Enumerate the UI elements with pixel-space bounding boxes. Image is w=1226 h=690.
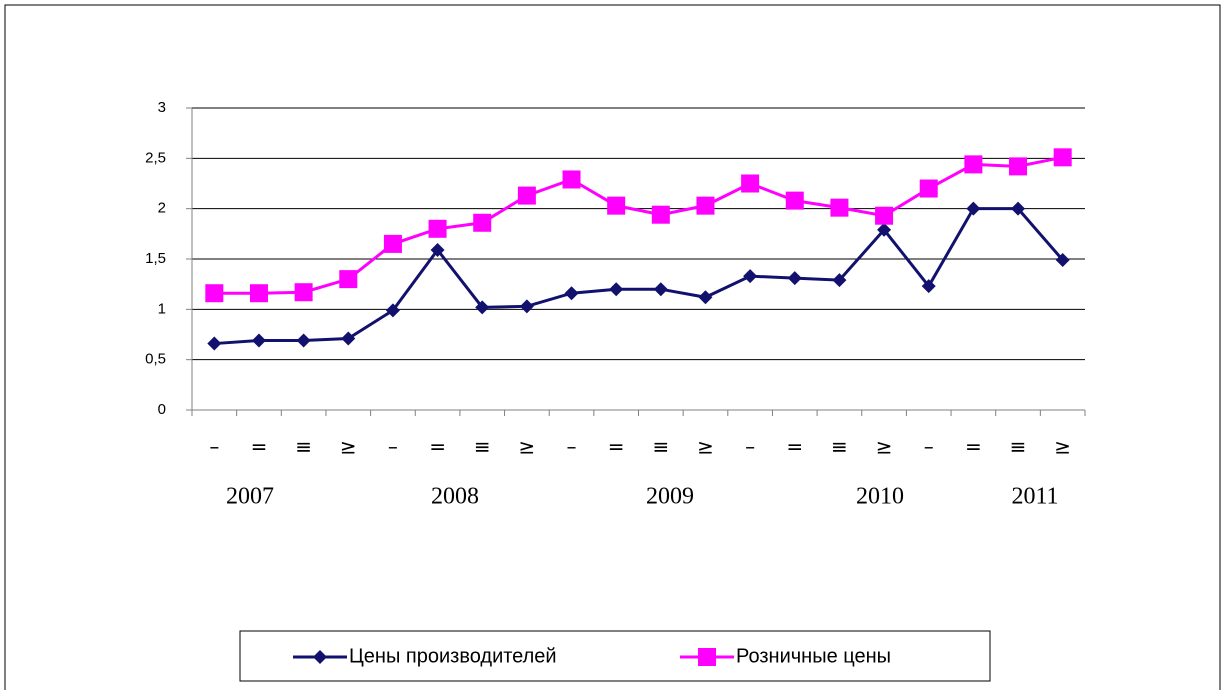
legend-label: Розничные цены (736, 645, 891, 667)
marker (475, 300, 490, 315)
x-tick-label: ≡ (652, 435, 669, 459)
marker (207, 336, 222, 351)
marker (743, 269, 758, 284)
x-tick-label: ≡ (831, 435, 848, 459)
year-label: 2010 (856, 484, 904, 510)
marker (875, 206, 894, 225)
marker (519, 299, 534, 314)
marker (966, 201, 981, 216)
marker (430, 242, 445, 257)
marker (205, 284, 224, 303)
marker (341, 331, 356, 346)
y-tick-label: 0 (158, 401, 166, 418)
legend-box (239, 630, 991, 682)
marker (919, 179, 938, 198)
year-label: 2011 (1011, 484, 1058, 510)
x-tick-label: ≡ (295, 435, 312, 459)
series-line (214, 207, 1064, 346)
marker (607, 196, 626, 215)
marker (877, 222, 892, 237)
marker (832, 273, 847, 288)
marker (294, 283, 313, 302)
x-tick-label: – (745, 435, 755, 459)
y-tick-label: 1 (158, 300, 166, 317)
x-tick-label: – (924, 435, 934, 459)
frame (4, 4, 1221, 690)
x-tick-label: = (251, 435, 268, 459)
year-label: 2009 (646, 484, 694, 510)
marker (383, 234, 402, 253)
marker (741, 174, 760, 193)
y-tick-label: 2 (158, 200, 166, 217)
x-tick-label: = (965, 435, 982, 459)
x-tick-label: = (429, 435, 446, 459)
marker (517, 186, 536, 205)
marker (251, 333, 266, 348)
marker (1011, 201, 1026, 216)
x-tick-label: = (608, 435, 625, 459)
marker (1009, 157, 1028, 176)
marker (653, 282, 668, 297)
year-label: 2008 (431, 484, 479, 510)
marker (921, 279, 936, 294)
marker (473, 213, 492, 232)
y-tick-label: 0,5 (145, 351, 166, 368)
marker (249, 284, 268, 303)
x-tick-label: ≥ (340, 435, 357, 459)
legend-label: Цены производителей (349, 645, 557, 667)
y-tick-label: 2,5 (145, 149, 166, 166)
marker (698, 290, 713, 305)
marker (1055, 253, 1070, 268)
year-label: 2007 (226, 484, 274, 510)
legend-marker (698, 648, 716, 666)
y-tick-label: 3 (158, 99, 166, 116)
x-tick-label: ≥ (518, 435, 535, 459)
marker (696, 196, 715, 215)
marker (651, 205, 670, 224)
x-tick-label: – (567, 435, 577, 459)
marker (609, 282, 624, 297)
x-tick-label: ≥ (1054, 435, 1071, 459)
x-tick-label: ≡ (1010, 435, 1027, 459)
marker (787, 271, 802, 286)
x-tick-label: = (786, 435, 803, 459)
marker (385, 303, 400, 318)
marker (785, 191, 804, 210)
legend-marker (313, 650, 327, 664)
x-tick-label: ≥ (876, 435, 893, 459)
x-tick-label: – (209, 435, 219, 459)
marker (428, 219, 447, 238)
marker (562, 170, 581, 189)
y-tick-label: 1,5 (145, 250, 166, 267)
marker (339, 270, 358, 289)
x-tick-label: ≡ (474, 435, 491, 459)
marker (564, 286, 579, 301)
marker (964, 155, 983, 174)
x-tick-label: ≥ (697, 435, 714, 459)
marker (1053, 148, 1072, 167)
marker (830, 198, 849, 217)
x-tick-label: – (388, 435, 398, 459)
marker (296, 333, 311, 348)
